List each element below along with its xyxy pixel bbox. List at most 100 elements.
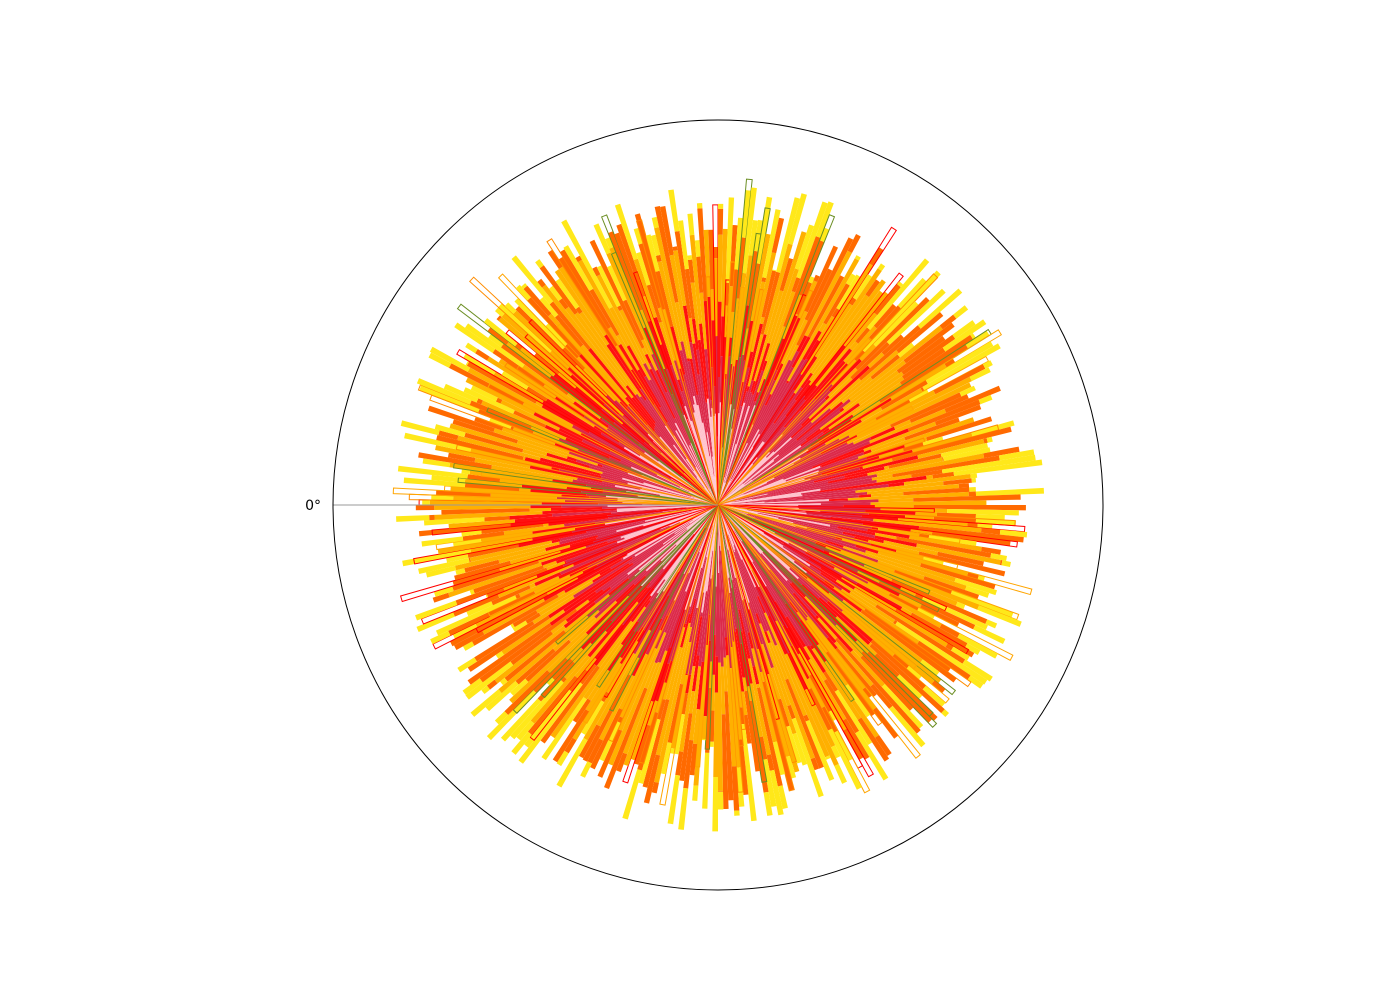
sector-segment bbox=[675, 505, 718, 546]
sector-segment bbox=[756, 683, 761, 689]
sector-segment bbox=[666, 368, 686, 416]
sector-segment bbox=[690, 420, 718, 505]
sector-segment bbox=[706, 398, 718, 505]
sector-segment bbox=[696, 505, 718, 609]
sector-segment bbox=[696, 591, 708, 656]
sector-segment bbox=[931, 680, 946, 694]
sector-segment bbox=[415, 600, 458, 621]
sector-segment bbox=[510, 631, 553, 666]
sector-segment bbox=[422, 499, 430, 505]
sector-segment bbox=[645, 234, 660, 272]
sector-segment bbox=[660, 205, 674, 256]
sector-segment bbox=[592, 556, 633, 583]
sector-segment bbox=[842, 531, 885, 544]
sector-segment bbox=[540, 540, 608, 566]
sector-outline bbox=[540, 504, 719, 699]
sector-segment bbox=[826, 600, 873, 643]
sector-segment bbox=[805, 720, 835, 781]
sector-segment bbox=[967, 675, 984, 689]
sector-segment bbox=[781, 310, 808, 365]
sector-segment bbox=[601, 418, 660, 462]
sector-segment bbox=[751, 477, 873, 500]
sector-segment bbox=[868, 642, 873, 647]
sector-outline bbox=[717, 504, 972, 688]
sector-outline bbox=[632, 271, 719, 506]
sector-segment bbox=[764, 495, 859, 503]
sector-segment bbox=[894, 608, 975, 658]
sector-segment bbox=[718, 503, 821, 505]
sector-segment bbox=[874, 532, 897, 540]
sector-segment bbox=[852, 274, 872, 300]
sector-segment bbox=[538, 545, 587, 564]
sector-segment bbox=[725, 431, 824, 500]
sector-segment bbox=[799, 569, 830, 595]
sector-outline bbox=[607, 504, 719, 743]
sector-segment bbox=[855, 730, 889, 781]
sector-segment bbox=[808, 290, 884, 387]
sector-segment bbox=[892, 653, 910, 669]
sector-segment bbox=[786, 627, 801, 649]
sector-segment bbox=[901, 334, 956, 375]
sector-segment bbox=[697, 339, 708, 403]
sector-segment bbox=[461, 469, 471, 475]
sector-segment bbox=[819, 475, 927, 493]
sector-segment bbox=[957, 633, 998, 659]
sector-segment bbox=[542, 560, 557, 569]
sector-segment bbox=[516, 440, 568, 459]
sector-segment bbox=[796, 237, 854, 347]
sector-segment bbox=[654, 205, 679, 303]
sector-segment bbox=[939, 314, 957, 330]
sector-segment bbox=[418, 452, 492, 470]
sector-segment bbox=[642, 699, 670, 788]
sector-segment bbox=[771, 217, 785, 254]
sector-outline bbox=[469, 276, 719, 506]
sector-segment bbox=[514, 297, 566, 350]
sector-segment bbox=[756, 595, 766, 614]
sector-segment bbox=[588, 347, 656, 429]
sector-segment bbox=[835, 579, 878, 608]
sector-segment bbox=[571, 424, 701, 496]
sector-outline bbox=[413, 504, 719, 565]
sector-outline bbox=[717, 504, 816, 707]
sector-outline bbox=[717, 272, 904, 506]
sector-segment bbox=[775, 317, 801, 371]
sector-segment bbox=[795, 281, 813, 316]
sector-segment bbox=[718, 451, 775, 505]
sector-segment bbox=[529, 582, 536, 589]
sector-segment bbox=[841, 376, 873, 404]
sector-segment bbox=[468, 557, 471, 563]
sector-segment bbox=[724, 691, 734, 801]
sector-segment bbox=[547, 249, 564, 270]
sector-segment bbox=[814, 614, 820, 620]
sector-segment bbox=[823, 550, 830, 555]
sector-segment bbox=[890, 392, 962, 428]
sector-segment bbox=[577, 259, 630, 347]
sector-segment bbox=[913, 505, 1026, 511]
sector-segment bbox=[691, 655, 700, 692]
sector-segment bbox=[674, 301, 690, 359]
sector-segment bbox=[740, 323, 764, 407]
sector-segment bbox=[720, 550, 728, 638]
sector-segment bbox=[615, 344, 633, 371]
sector-segment bbox=[866, 651, 938, 721]
sector-segment bbox=[503, 574, 538, 592]
sector-segment bbox=[500, 343, 569, 396]
sector-segment bbox=[896, 281, 904, 288]
sector-segment bbox=[509, 513, 553, 520]
sector-segment bbox=[903, 322, 955, 364]
sector-segment bbox=[620, 557, 624, 561]
sector-segment bbox=[782, 545, 807, 562]
sector-segment bbox=[515, 648, 556, 685]
sector-segment bbox=[891, 426, 1012, 462]
sector-segment bbox=[580, 585, 642, 650]
sector-segment bbox=[698, 323, 709, 399]
sector-segment bbox=[877, 263, 886, 272]
sector-segment bbox=[486, 689, 537, 741]
sector-segment bbox=[662, 308, 682, 369]
sector-segment bbox=[463, 387, 515, 414]
sector-segment bbox=[429, 346, 471, 372]
sector-outline bbox=[486, 406, 719, 506]
sector-outline bbox=[608, 504, 719, 712]
sector-outline bbox=[717, 504, 855, 703]
sector-segment bbox=[783, 236, 821, 328]
